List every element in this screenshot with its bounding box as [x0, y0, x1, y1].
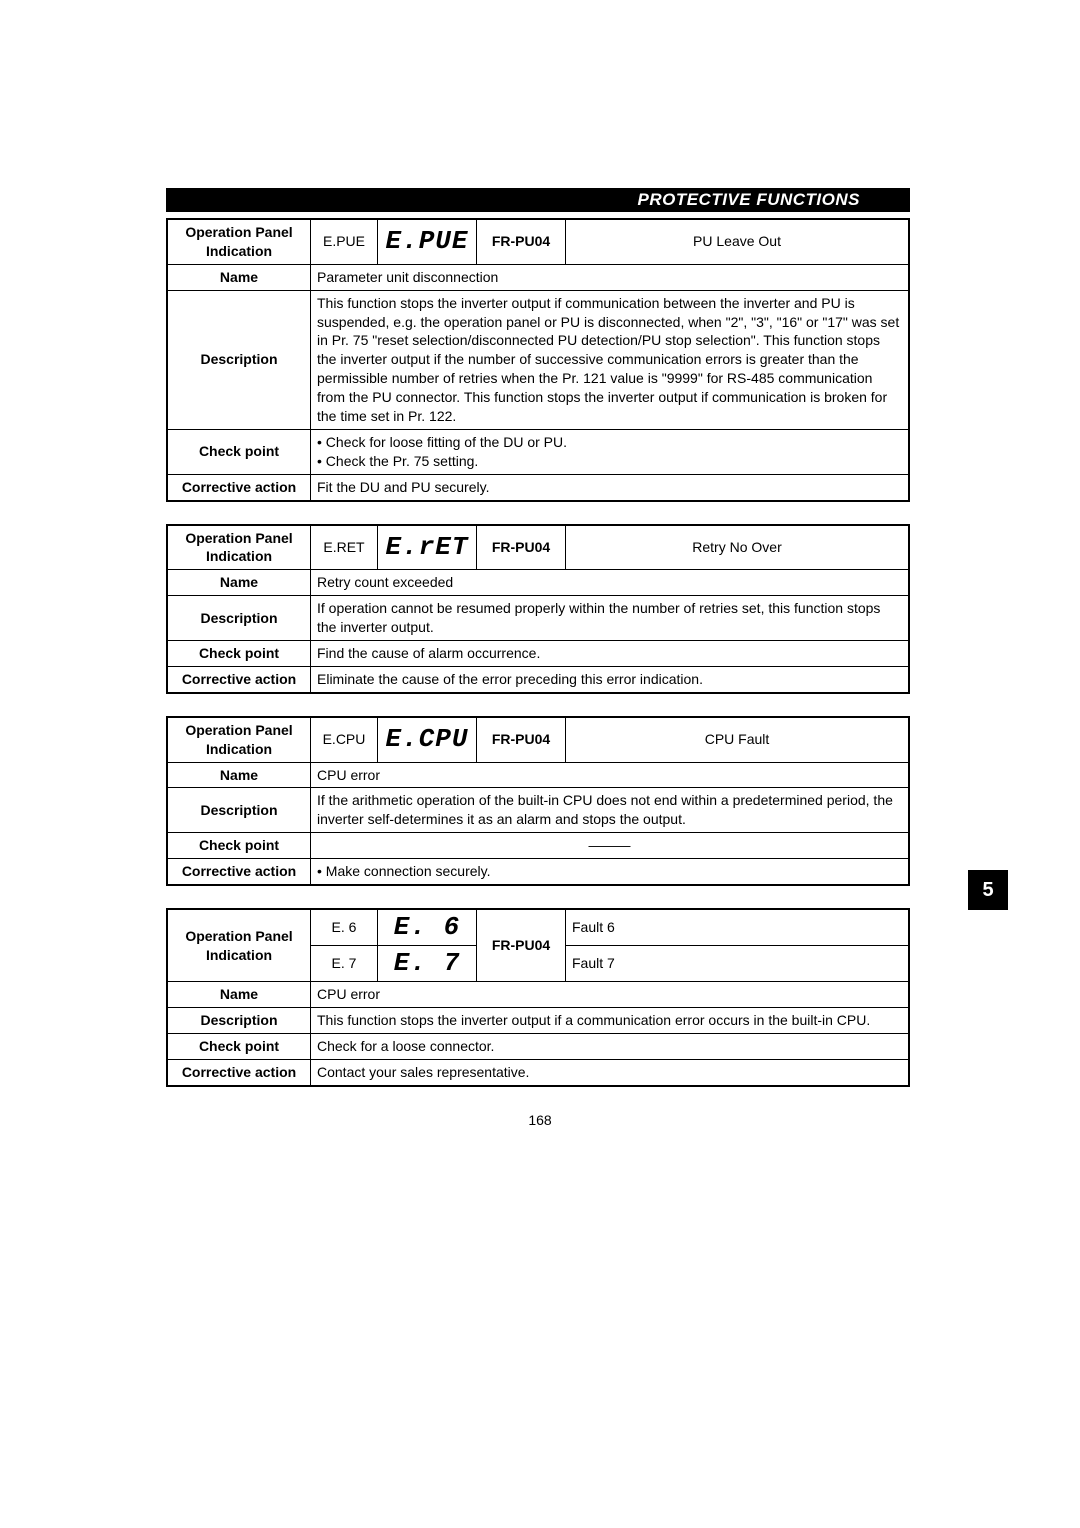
- label-check: Check point: [167, 833, 311, 859]
- seg-display: E.CPU: [378, 717, 477, 762]
- label-opi: Operation Panel Indication: [167, 909, 311, 982]
- seg-display: E. 7: [378, 946, 477, 982]
- seg-display: E.PUE: [378, 219, 477, 264]
- error-table-e6e7: Operation Panel Indication E. 6 E. 6 FR-…: [166, 908, 910, 1087]
- label-opi: Operation Panel Indication: [167, 525, 311, 570]
- label-name: Name: [167, 570, 311, 596]
- name-value: Retry count exceeded: [311, 570, 910, 596]
- fr-label: FR-PU04: [477, 717, 566, 762]
- label-opi: Operation Panel Indication: [167, 219, 311, 264]
- label-name: Name: [167, 982, 311, 1008]
- label-opi: Operation Panel Indication: [167, 717, 311, 762]
- label-corr: Corrective action: [167, 474, 311, 500]
- code: E.CPU: [311, 717, 378, 762]
- check-value: Check for a loose connector.: [311, 1034, 910, 1060]
- error-table-ecpu: Operation Panel Indication E.CPU E.CPU F…: [166, 716, 910, 886]
- label-check: Check point: [167, 1034, 311, 1060]
- name-value: CPU error: [311, 762, 910, 788]
- fr-label: FR-PU04: [477, 525, 566, 570]
- code: E. 7: [311, 946, 378, 982]
- desc-value: If the arithmetic operation of the built…: [311, 788, 910, 833]
- error-table-eret: Operation Panel Indication E.RET E.rET F…: [166, 524, 910, 694]
- seg-display: E.rET: [378, 525, 477, 570]
- check-value: Find the cause of alarm occurrence.: [311, 641, 910, 667]
- desc-value: This function stops the inverter output …: [311, 1008, 910, 1034]
- fr-msg: Fault 6: [566, 909, 910, 946]
- code: E.PUE: [311, 219, 378, 264]
- section-banner: PROTECTIVE FUNCTIONS: [166, 188, 910, 212]
- desc-value: If operation cannot be resumed properly …: [311, 596, 910, 641]
- label-check: Check point: [167, 429, 311, 474]
- label-desc: Description: [167, 1008, 311, 1034]
- corr-value: Fit the DU and PU securely.: [311, 474, 910, 500]
- name-value: Parameter unit disconnection: [311, 264, 910, 290]
- fr-msg: Retry No Over: [566, 525, 910, 570]
- seg-display: E. 6: [378, 909, 477, 946]
- label-name: Name: [167, 762, 311, 788]
- label-corr: Corrective action: [167, 1059, 311, 1085]
- label-desc: Description: [167, 290, 311, 429]
- fr-msg: Fault 7: [566, 946, 910, 982]
- corr-value: Eliminate the cause of the error precedi…: [311, 666, 910, 692]
- page: PROTECTIVE FUNCTIONS Operation Panel Ind…: [0, 0, 1080, 1528]
- name-value: CPU error: [311, 982, 910, 1008]
- label-desc: Description: [167, 788, 311, 833]
- label-name: Name: [167, 264, 311, 290]
- corr-value: Contact your sales representative.: [311, 1059, 910, 1085]
- label-corr: Corrective action: [167, 859, 311, 885]
- check-line: • Check the Pr. 75 setting.: [317, 452, 902, 471]
- fr-msg: PU Leave Out: [566, 219, 910, 264]
- desc-value: This function stops the inverter output …: [311, 290, 910, 429]
- page-number: 168: [0, 1112, 1080, 1128]
- code: E. 6: [311, 909, 378, 946]
- label-desc: Description: [167, 596, 311, 641]
- fr-label: FR-PU04: [477, 909, 566, 982]
- label-corr: Corrective action: [167, 666, 311, 692]
- check-line: • Check for loose fitting of the DU or P…: [317, 433, 902, 452]
- code: E.RET: [311, 525, 378, 570]
- error-table-epue: Operation Panel Indication E.PUE E.PUE F…: [166, 218, 910, 502]
- chapter-tab: 5: [968, 870, 1008, 910]
- check-value: ———: [311, 833, 910, 859]
- label-check: Check point: [167, 641, 311, 667]
- corr-value: • Make connection securely.: [311, 859, 910, 885]
- fr-label: FR-PU04: [477, 219, 566, 264]
- check-value: • Check for loose fitting of the DU or P…: [311, 429, 910, 474]
- fr-msg: CPU Fault: [566, 717, 910, 762]
